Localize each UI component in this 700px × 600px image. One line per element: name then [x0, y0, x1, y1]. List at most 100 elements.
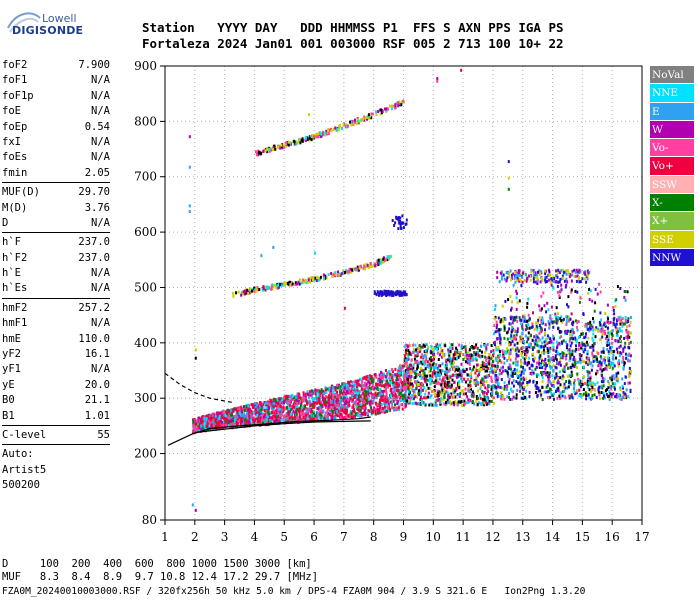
param-value: N/A [91, 267, 110, 280]
echo-point [547, 349, 550, 353]
echo-point [622, 391, 625, 394]
echo-point [396, 399, 399, 403]
echo-point [602, 349, 605, 353]
echo-point [544, 332, 547, 336]
echo-point [328, 388, 331, 392]
echo-point [624, 375, 627, 379]
echo-point [403, 364, 406, 368]
echo-point [520, 383, 523, 387]
echo-point [208, 413, 210, 417]
header-s-value: 2 [443, 36, 451, 51]
echo-point [520, 382, 523, 386]
echo-point [460, 377, 463, 380]
echo-point [568, 381, 570, 385]
echo-point [617, 371, 620, 375]
echo-point [576, 290, 579, 294]
echo-point [475, 358, 478, 362]
echo-point [254, 406, 257, 409]
echo-point [566, 303, 568, 307]
echo-point [555, 349, 558, 353]
echo-point [412, 363, 415, 367]
echo-point [406, 374, 409, 378]
echo-point [312, 414, 315, 418]
echo-point [213, 422, 216, 426]
echo-point [429, 395, 432, 399]
echo-point [468, 362, 471, 366]
echo-point [588, 356, 591, 360]
echo-point [363, 408, 366, 412]
param-name: fmin [2, 166, 28, 179]
echo-point [412, 366, 415, 370]
echo-point [437, 391, 440, 395]
echo-point [557, 326, 560, 330]
echo-point [422, 401, 425, 405]
echo-point [309, 393, 312, 397]
echo-point [408, 391, 411, 395]
echo-point [511, 381, 514, 385]
echo-point [350, 399, 353, 403]
echo-point [480, 368, 483, 371]
echo-point [599, 290, 602, 294]
echo-point [516, 388, 519, 392]
echo-point [559, 317, 562, 321]
echo-point [413, 370, 416, 373]
echo-point [424, 367, 427, 371]
echo-point [401, 364, 404, 368]
echo-point [304, 417, 307, 421]
echo-point [357, 383, 360, 387]
echo-point [478, 367, 481, 371]
echo-point [331, 410, 334, 414]
echo-point [326, 399, 329, 403]
echo-point [446, 372, 448, 376]
echo-point [449, 402, 452, 406]
echo-point [423, 386, 426, 390]
echo-point [243, 416, 246, 420]
echo-point [528, 395, 531, 398]
echo-point [588, 326, 591, 330]
echo-point [620, 329, 623, 333]
echo-point [516, 363, 519, 367]
echo-point [346, 391, 349, 395]
param-value: 257.2 [78, 301, 110, 314]
echo-point [410, 363, 413, 367]
echo-point [511, 374, 514, 378]
echo-point [261, 418, 263, 422]
echo-point [520, 396, 523, 400]
echo-point [436, 398, 439, 402]
echo-point [562, 354, 564, 357]
echo-point [330, 414, 333, 418]
echo-point [326, 410, 329, 414]
echo-point [614, 339, 617, 343]
echo-point [546, 334, 549, 338]
echo-point [398, 371, 401, 375]
echo-point [231, 413, 234, 417]
echo-point [575, 325, 578, 329]
echo-point [624, 341, 627, 345]
echo-point [556, 285, 559, 288]
echo-point [240, 406, 243, 410]
echo-point [536, 361, 538, 365]
echo-point [620, 335, 622, 339]
echo-point [457, 400, 460, 404]
echo-point [450, 343, 453, 347]
echo-point [407, 355, 410, 359]
echo-point [333, 410, 335, 414]
echo-point [551, 320, 554, 324]
echo-point [531, 325, 534, 329]
echo-point [509, 315, 512, 319]
echo-point [243, 421, 246, 425]
echo-point [397, 366, 400, 370]
param-name: B1 [2, 409, 15, 422]
echo-point [573, 390, 576, 394]
echo-point [490, 392, 493, 395]
echo-point [564, 386, 567, 390]
echo-point [494, 377, 497, 381]
echo-point [254, 402, 257, 406]
echo-point [541, 380, 544, 383]
echo-point [520, 365, 523, 369]
echo-point [556, 381, 559, 385]
echo-point [296, 417, 299, 421]
echo-point [525, 377, 528, 381]
echo-point [478, 373, 481, 376]
echo-point [426, 374, 429, 378]
